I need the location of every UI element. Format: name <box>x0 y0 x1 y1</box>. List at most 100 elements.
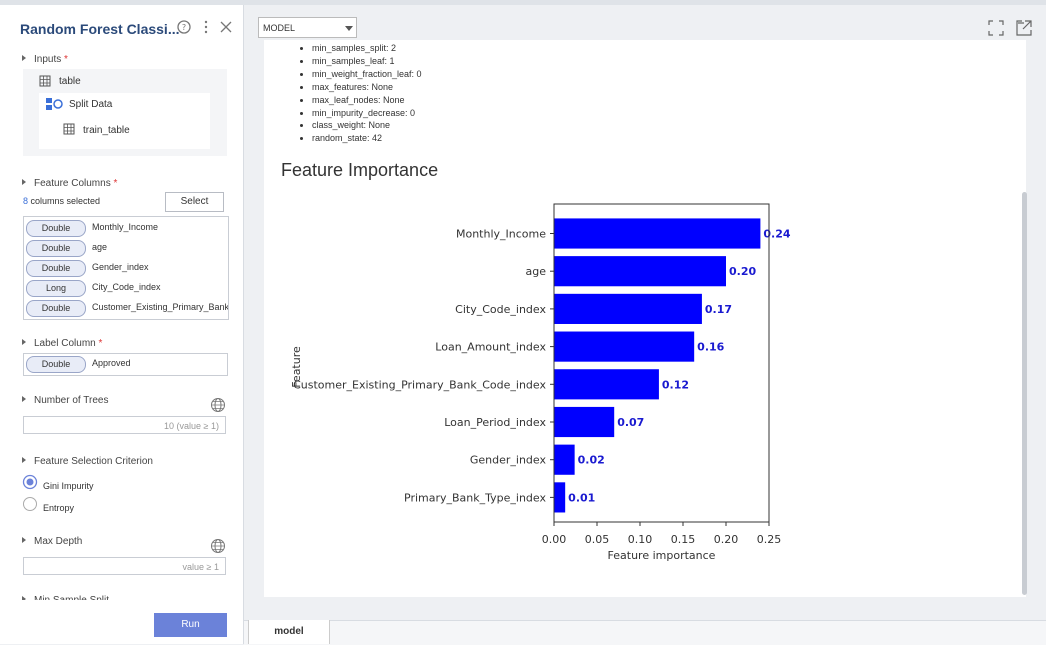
bar <box>554 293 702 324</box>
label: Number of Trees <box>34 395 109 406</box>
y-tick-label: Gender_index <box>470 454 547 467</box>
bar <box>554 444 575 475</box>
column-name: age <box>92 242 108 252</box>
radio-label: Gini Impurity <box>43 481 94 491</box>
type-pill: Double <box>26 240 86 257</box>
run-button[interactable]: Run <box>154 613 227 637</box>
value-label: 0.17 <box>705 303 732 316</box>
param-item: min_impurity_decrease: 0 <box>312 107 422 120</box>
table-icon <box>63 123 75 135</box>
sidebar: Random Forest Classi... ? Inputs * table… <box>0 5 244 644</box>
section-label[interactable]: Max Depth <box>22 536 82 547</box>
param-item: min_samples_split: 2 <box>312 42 422 55</box>
text-input[interactable]: 10 (value ≥ 1) <box>23 416 226 434</box>
caret <box>345 26 353 31</box>
param-item: max_leaf_nodes: None <box>312 94 422 107</box>
param-item: random_state: 42 <box>312 132 422 145</box>
column-list: Double Monthly_Income Double age Double Gende… <box>23 216 229 320</box>
chart: Monthly_Income 0.24 age 0.20 City_Code_index… <box>290 203 791 562</box>
section-label[interactable]: Min Sample Split <box>22 595 109 600</box>
label: Inputs <box>34 54 62 65</box>
radio-label: Entropy <box>43 503 75 513</box>
value-label: 0.07 <box>617 416 644 429</box>
panel-icons[interactable]: ? <box>176 19 236 35</box>
x-axis-label: Feature importance <box>608 549 716 562</box>
globe-icon[interactable] <box>210 538 226 554</box>
column-name: Monthly_Income <box>92 222 159 232</box>
inputs-box: table Split Data train_table <box>23 69 227 156</box>
label: Min Sample Split <box>34 595 109 600</box>
selected-count: 8 columns selected <box>23 196 100 206</box>
panel-title: Random Forest Classi... <box>20 21 180 37</box>
param-list: min_samples_split: 2min_samples_leaf: 1m… <box>298 42 422 145</box>
section-label[interactable]: Number of Trees <box>22 395 108 406</box>
split-data: Split Data <box>69 99 113 110</box>
select-button[interactable]: Select <box>165 192 224 212</box>
label: Feature Columns <box>34 178 111 189</box>
dropdown-text: MODEL <box>263 23 296 33</box>
type-pill: Double <box>26 356 86 373</box>
x-tick-label: 0.00 <box>542 533 567 546</box>
section-label[interactable]: Feature Columns * <box>22 178 117 189</box>
label: Feature Selection Criterion <box>34 456 153 467</box>
x-tick-label: 0.10 <box>628 533 653 546</box>
type-pill: Long <box>26 280 86 297</box>
globe-icon[interactable] <box>210 397 226 413</box>
scrollbar[interactable] <box>1022 192 1027 595</box>
label: Label Column <box>34 338 96 349</box>
train-table: train_table <box>83 125 130 136</box>
y-tick-label: Monthly_Income <box>456 228 546 241</box>
section-label[interactable]: Feature Selection Criterion <box>22 456 153 467</box>
column-row: Double Gender_index <box>24 258 228 278</box>
param-item: min_samples_leaf: 1 <box>312 55 422 68</box>
column-row: Double Approved <box>24 354 228 374</box>
view-dropdown[interactable]: MODEL <box>258 17 357 38</box>
required: * <box>98 338 103 349</box>
column-row: Double age <box>24 238 228 258</box>
count: 8 <box>23 196 29 206</box>
y-tick-label: age <box>526 265 547 278</box>
count-text: columns selected <box>30 196 101 206</box>
value-label: 0.24 <box>763 228 790 241</box>
x-tick-label: 0.25 <box>757 533 782 546</box>
table-icon <box>39 75 51 87</box>
chart-title: Feature Importance <box>281 160 439 180</box>
bar <box>554 256 726 287</box>
required: * <box>113 178 118 189</box>
value-label: 0.12 <box>662 378 689 391</box>
section-label[interactable]: Label Column * <box>22 338 102 349</box>
bar <box>554 369 659 400</box>
y-tick-label: Loan_Amount_index <box>435 341 546 354</box>
value-label: 0.20 <box>729 265 756 278</box>
bar <box>554 406 615 438</box>
bar <box>554 331 695 362</box>
column-name: Approved <box>92 358 131 368</box>
value-label: 0.02 <box>578 454 605 467</box>
column-row: Double Monthly_Income <box>24 218 228 238</box>
x-tick-label: 0.05 <box>585 533 610 546</box>
x-tick-label: 0.20 <box>714 533 739 546</box>
tab[interactable]: model <box>248 620 330 644</box>
radio-group[interactable] <box>22 474 38 514</box>
section-label[interactable]: Inputs * <box>22 54 68 65</box>
value-label: 0.16 <box>697 341 724 354</box>
tab-bar <box>244 620 1046 645</box>
column-row: Double Customer_Existing_Primary_Bank_Cod… <box>24 298 228 318</box>
column-name: Gender_index <box>92 262 149 272</box>
input-table: table <box>59 76 81 87</box>
view-icons[interactable] <box>988 20 1032 36</box>
type-pill: Double <box>26 260 86 277</box>
param-item: class_weight: None <box>312 119 422 132</box>
type-pill: Double <box>26 220 86 237</box>
y-tick-label: Loan_Period_index <box>444 416 546 429</box>
split-box: Split Data train_table <box>39 93 210 149</box>
type-pill: Double <box>26 300 86 317</box>
y-tick-label: Primary_Bank_Type_index <box>404 491 546 504</box>
column-name: City_Code_index <box>92 282 161 292</box>
top-bar <box>0 0 1046 5</box>
text-input[interactable]: value ≥ 1 <box>23 557 226 575</box>
param-item: min_weight_fraction_leaf: 0 <box>312 68 422 81</box>
param-item: max_features: None <box>312 81 422 94</box>
column-row: Long City_Code_index <box>24 278 228 298</box>
